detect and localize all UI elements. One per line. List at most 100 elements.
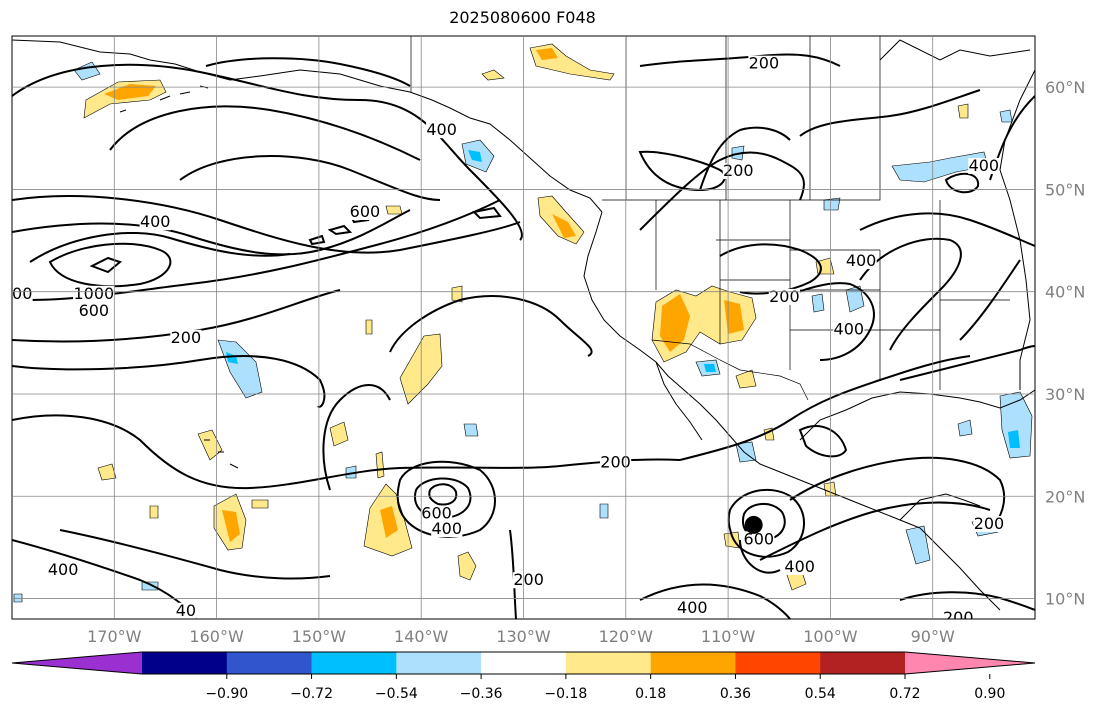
longitude-labels: 170°W 160°W 150°W 140°W 130°W 120°W 110°W 100°W… bbox=[87, 627, 955, 646]
negative-anomaly-area bbox=[823, 197, 841, 211]
contour-label-background bbox=[973, 515, 1005, 532]
contour-label: 00 bbox=[12, 284, 32, 303]
latitude-labels: 60°N 50°N 40°N 30°N 20°N 10°N bbox=[1045, 78, 1085, 608]
contour-label: 200 bbox=[769, 287, 800, 306]
east-coast bbox=[999, 69, 1035, 390]
colorbar-tick-label: −0.18 bbox=[544, 686, 587, 702]
contour-label: 600 bbox=[421, 504, 452, 523]
baja-peninsula bbox=[655, 361, 703, 441]
contour-label-background bbox=[513, 572, 545, 589]
positive-anomaly-area bbox=[385, 205, 403, 215]
coastlines bbox=[12, 39, 1035, 611]
latitude-label: 50°N bbox=[1045, 180, 1085, 199]
contour-label-background bbox=[599, 454, 632, 471]
contour-line bbox=[779, 282, 875, 361]
contour-label: 600 bbox=[744, 529, 775, 548]
longitude-label: 150°W bbox=[292, 627, 347, 646]
contour-label-background bbox=[78, 303, 110, 320]
contour-line bbox=[389, 295, 593, 357]
strong-negative-anomaly-area bbox=[1008, 430, 1020, 448]
colorbar-tick-label: 0.18 bbox=[635, 686, 666, 702]
contour-line bbox=[739, 539, 781, 574]
longitude-label: 120°W bbox=[599, 627, 654, 646]
positive-anomaly-area bbox=[329, 421, 349, 447]
colorbar-tick-label: −0.54 bbox=[375, 686, 418, 702]
colorbar-segment bbox=[481, 652, 567, 674]
contour-label-background bbox=[833, 321, 865, 338]
positive-anomaly-area bbox=[957, 103, 969, 119]
colorbar-tick-label: 0.54 bbox=[805, 686, 836, 702]
contour-label: 400 bbox=[677, 598, 708, 617]
negative-anomaly-area bbox=[957, 419, 973, 437]
contour-line bbox=[29, 231, 291, 263]
contour-label: 1000 bbox=[73, 284, 114, 303]
contour-label-background bbox=[722, 163, 754, 180]
colorbar-tick-label: 0.72 bbox=[889, 686, 920, 702]
contour-label: 400 bbox=[784, 557, 815, 576]
colorbar-segment bbox=[311, 652, 397, 674]
positive-anomaly-area bbox=[451, 285, 463, 303]
contour-line bbox=[799, 89, 981, 137]
latitude-label: 30°N bbox=[1045, 385, 1085, 404]
longitude-label: 110°W bbox=[701, 627, 756, 646]
contour-label: 400 bbox=[140, 212, 171, 231]
contour-label-background bbox=[47, 561, 79, 578]
us-canada-border bbox=[602, 36, 881, 201]
contour-label-background bbox=[170, 329, 202, 346]
positive-anomaly-area bbox=[97, 463, 117, 481]
colorbar-tick-label: 0.90 bbox=[974, 686, 1005, 702]
contour-label-background bbox=[768, 288, 800, 305]
colorbar-tick-label: −0.90 bbox=[205, 686, 248, 702]
contour-label: 200 bbox=[723, 161, 754, 180]
positive-anomaly-area bbox=[735, 369, 757, 389]
colorbar-tick-labels: −0.90 −0.72 −0.54 −0.36 −0.18 0.18 0.36 0.54 0.7… bbox=[205, 674, 1005, 702]
negative-anomaly-area bbox=[999, 109, 1013, 123]
positive-anomaly-area bbox=[149, 505, 159, 519]
contour-label-background bbox=[420, 505, 453, 522]
longitude-label: 100°W bbox=[803, 627, 858, 646]
contour-label-background bbox=[431, 521, 463, 538]
contour-line bbox=[699, 126, 791, 191]
map-title: 2025080600 F048 bbox=[449, 8, 596, 27]
contour-line bbox=[12, 209, 411, 256]
colorbar-segment bbox=[396, 652, 482, 674]
contour-line bbox=[899, 591, 1035, 611]
colorbar-segment bbox=[735, 652, 821, 674]
latitude-label: 40°N bbox=[1045, 283, 1085, 302]
contour-label: 400 bbox=[846, 251, 877, 270]
colorbar-outline bbox=[11, 651, 1036, 675]
contour-line bbox=[48, 242, 172, 288]
negative-anomaly-area bbox=[999, 391, 1033, 459]
colorbar-segment bbox=[226, 652, 313, 674]
contour-line bbox=[308, 234, 326, 246]
contour-label: 200 bbox=[513, 570, 544, 589]
contour-label-background bbox=[676, 599, 708, 616]
contour-label-background bbox=[426, 122, 458, 139]
contour-line bbox=[959, 259, 1021, 341]
hudson-bay bbox=[879, 39, 1031, 61]
contour-line bbox=[89, 256, 123, 274]
aleutian-islands bbox=[119, 85, 209, 113]
strong-positive-anomaly-area bbox=[222, 510, 240, 542]
colorbar bbox=[11, 651, 1036, 675]
contour-label-background bbox=[748, 55, 780, 72]
contour-line bbox=[109, 105, 421, 161]
contour-label: 200 bbox=[600, 453, 631, 472]
negative-anomaly-area bbox=[599, 503, 609, 519]
anomaly-shading bbox=[83, 43, 969, 591]
us-mexico-border bbox=[651, 339, 809, 401]
strong-negative-anomaly-area bbox=[468, 150, 482, 162]
contour-line bbox=[727, 488, 805, 558]
latitude-label: 20°N bbox=[1045, 487, 1085, 506]
contour-label-background bbox=[175, 602, 197, 619]
west-coast bbox=[583, 211, 921, 529]
contour-line bbox=[789, 456, 1006, 531]
negative-anomaly-area bbox=[811, 293, 825, 313]
latitude-label: 10°N bbox=[1045, 590, 1085, 609]
contour-line bbox=[12, 195, 521, 254]
storm-center-marker bbox=[744, 515, 763, 534]
colorbar-segment bbox=[565, 652, 652, 674]
contour-line bbox=[639, 151, 805, 231]
colorbar-segment bbox=[820, 652, 906, 674]
